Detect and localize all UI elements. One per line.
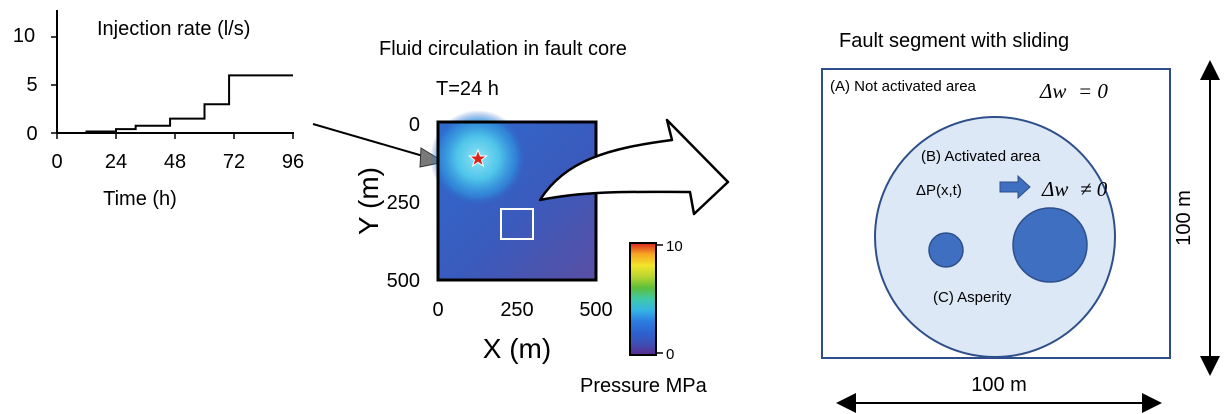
x-tick-label: 96 bbox=[282, 151, 304, 173]
injection-rate-chart: Injection rate (l/s) 10 5 0 0 24 48 72 9… bbox=[13, 10, 304, 210]
large-asperity-circle bbox=[1012, 207, 1088, 283]
injection-well-star-icon bbox=[468, 148, 488, 168]
y-tick-label: 500 bbox=[387, 270, 420, 292]
map-title: Fluid circulation in fault core bbox=[379, 38, 627, 60]
y-tick-label: 10 bbox=[13, 25, 35, 47]
time-label: T=24 h bbox=[436, 78, 499, 100]
height-label: 100 m bbox=[1173, 190, 1195, 246]
zoom-curved-arrow bbox=[538, 118, 730, 216]
fault-segment-panel: Fault segment with sliding (A) Not activ… bbox=[821, 30, 1220, 413]
x-tick-label: 24 bbox=[105, 151, 127, 173]
fault-title: Fault segment with sliding bbox=[839, 30, 1069, 52]
small-asperity-circle bbox=[928, 232, 964, 268]
dw-zero-symbol: Δw bbox=[1039, 79, 1066, 103]
map-frame bbox=[436, 120, 598, 282]
y-tick-label: 5 bbox=[26, 74, 37, 96]
x-axis-label: X (m) bbox=[483, 333, 551, 364]
y-tick-label: 0 bbox=[26, 123, 37, 145]
delta-p-label: ΔP(x,t) bbox=[916, 182, 962, 199]
slip-arrow-icon bbox=[999, 174, 1031, 200]
not-activated-label: (A) Not activated area bbox=[830, 78, 977, 95]
colorbar-gradient bbox=[629, 242, 657, 356]
x-tick-label: 0 bbox=[432, 299, 443, 321]
y-tick-label: 0 bbox=[409, 114, 420, 136]
asperity-label: (C) Asperity bbox=[933, 289, 1012, 306]
injection-step-line bbox=[57, 74, 293, 134]
dw-nonzero-symbol: Δw bbox=[1041, 177, 1068, 201]
x-tick-label: 48 bbox=[164, 151, 186, 173]
width-label: 100 m bbox=[971, 374, 1027, 396]
x-tick-label: 500 bbox=[579, 299, 612, 321]
dw-nonzero-relation: ≠ 0 bbox=[1080, 177, 1108, 201]
y-tick-label: 250 bbox=[387, 192, 420, 214]
chart-title: Injection rate (l/s) bbox=[97, 18, 250, 40]
fault-segment-box bbox=[500, 208, 534, 240]
activated-area-circle bbox=[874, 116, 1116, 358]
activated-label: (B) Activated area bbox=[921, 148, 1041, 165]
axis-ticks bbox=[51, 36, 294, 139]
pressure-colorbar: 10 0 Pressure MPa bbox=[580, 238, 708, 397]
x-tick-label: 250 bbox=[500, 299, 533, 321]
y-axis-label: Y (m) bbox=[353, 167, 384, 235]
dw-zero-relation: = 0 bbox=[1078, 79, 1108, 103]
x-tick-label: 72 bbox=[223, 151, 245, 173]
x-axis-label: Time (h) bbox=[103, 188, 177, 210]
x-tick-label: 0 bbox=[51, 151, 62, 173]
link-arrow bbox=[312, 123, 431, 159]
colorbar-max-label: 10 bbox=[666, 238, 683, 255]
pressure-map-panel: Fluid circulation in fault core T=24 h 0… bbox=[353, 38, 627, 364]
colorbar-min-label: 0 bbox=[666, 346, 674, 363]
colorbar-label: Pressure MPa bbox=[580, 375, 708, 397]
